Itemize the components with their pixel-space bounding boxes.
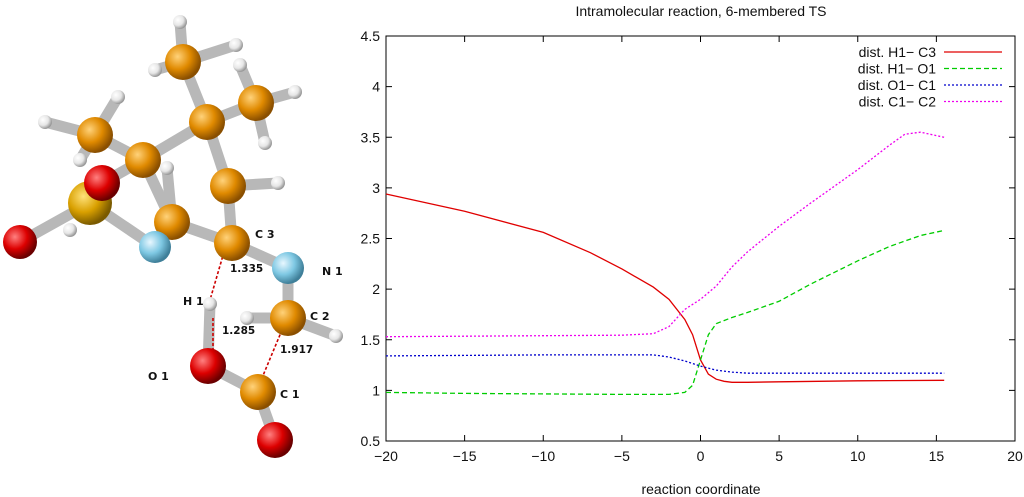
series-line-0 xyxy=(385,193,945,383)
y-tick-label: 3.5 xyxy=(361,129,381,145)
x-tick-label: 10 xyxy=(850,448,866,464)
y-tick-label: 0.5 xyxy=(361,433,381,449)
distance-label-o1-c1: 1.917 xyxy=(280,344,313,356)
distance-label-h1-c3: 1.335 xyxy=(230,263,263,275)
y-tick-label: 3 xyxy=(372,180,380,196)
atom-label-c1: C 1 xyxy=(280,388,300,401)
x-tick-label: 20 xyxy=(1007,448,1023,464)
atom-label-h1: H 1 xyxy=(183,295,204,308)
atom-label-c2: C 2 xyxy=(310,310,330,323)
atoms xyxy=(3,15,343,458)
legend-label: dist. O1− C1 xyxy=(858,77,936,93)
atom-labels: C 3 N 1 H 1 C 2 O 1 C 1 1.335 1.285 1.91… xyxy=(148,228,343,401)
x-tick-label: −5 xyxy=(614,448,630,464)
x-tick-label: 5 xyxy=(775,448,783,464)
series-lines xyxy=(385,131,945,396)
molecule-structure-picture: C 3 N 1 H 1 C 2 O 1 C 1 1.335 1.285 1.91… xyxy=(3,15,343,458)
series-line-1 xyxy=(385,229,945,396)
y-tick-label: 2 xyxy=(372,281,380,297)
x-tick-label: −20 xyxy=(374,448,398,464)
y-tick-label: 1 xyxy=(372,382,380,398)
legend-label: dist. H1− C3 xyxy=(859,44,937,60)
legend-label: dist. H1− O1 xyxy=(858,61,936,77)
chart-title: Intramolecular reaction, 6-membered TS xyxy=(575,3,826,19)
y-tick-label: 1.5 xyxy=(361,332,381,348)
x-tick-label: −15 xyxy=(453,448,477,464)
axis-ticks: −20 −15 −10 −5 0 5 10 15 20 0.5 1 1.5 2 2.5 3 3.5 4 4.5 xyxy=(361,28,1023,464)
series-line-2 xyxy=(385,354,945,374)
x-tick-label: 0 xyxy=(697,448,705,464)
atom-label-n1: N 1 xyxy=(322,265,343,278)
atom-label-c3: C 3 xyxy=(255,228,275,241)
legend-label: dist. C1− C2 xyxy=(859,94,937,110)
x-tick-label: −10 xyxy=(531,448,555,464)
y-tick-label: 4.5 xyxy=(361,28,381,44)
atom-label-o1: O 1 xyxy=(148,370,169,383)
x-axis-label: reaction coordinate xyxy=(641,481,760,497)
y-tick-label: 4 xyxy=(372,79,380,95)
y-tick-label: 2.5 xyxy=(361,231,381,247)
x-tick-label: 15 xyxy=(929,448,945,464)
series-line-3 xyxy=(385,131,945,338)
distance-label-h1-o1: 1.285 xyxy=(222,325,255,337)
